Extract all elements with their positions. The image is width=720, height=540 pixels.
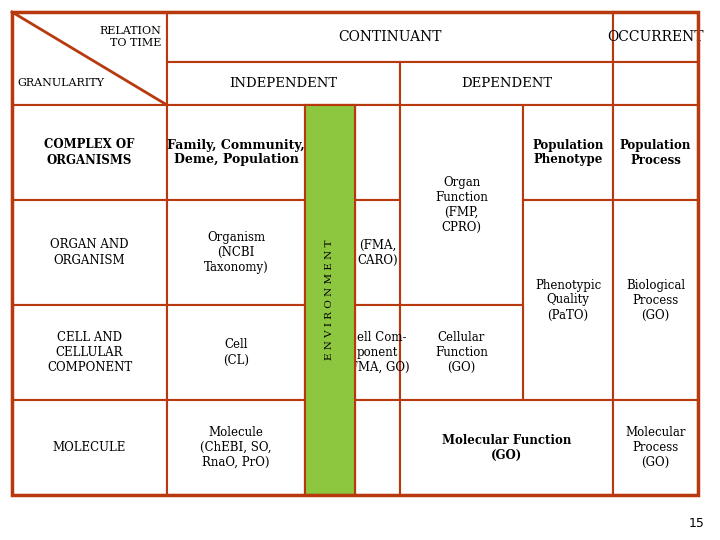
Bar	[12, 12, 698, 495]
Text: MOLECULE: MOLECULE	[53, 441, 126, 454]
Bar	[167, 62, 400, 105]
Text: Population
Phenotype: Population Phenotype	[532, 138, 603, 166]
Bar	[167, 400, 305, 495]
Bar	[400, 400, 613, 495]
Text: Organ
Function
(FMP,
CPRO): Organ Function (FMP, CPRO)	[435, 176, 488, 234]
Bar	[12, 400, 167, 495]
Bar	[613, 12, 698, 62]
Text: Organism
(NCBI
Taxonomy): Organism (NCBI Taxonomy)	[204, 231, 269, 274]
Bar	[613, 62, 698, 105]
Text: Molecular Function
(GO): Molecular Function (GO)	[442, 434, 571, 462]
Bar	[167, 200, 305, 305]
Text: RELATION
TO TIME: RELATION TO TIME	[99, 26, 161, 48]
Bar	[400, 62, 613, 105]
Text: COMPLEX OF
ORGANISMS: COMPLEX OF ORGANISMS	[45, 138, 135, 166]
Text: OCCURRENT: OCCURRENT	[607, 30, 703, 44]
Bar	[523, 200, 613, 400]
Text: ORGAN AND
ORGANISM: ORGAN AND ORGANISM	[50, 239, 129, 267]
Bar	[305, 105, 355, 495]
Bar	[12, 12, 167, 105]
Text: CONTINUANT: CONTINUANT	[338, 30, 442, 44]
Bar	[355, 200, 400, 305]
Text: Cell
(CL): Cell (CL)	[223, 339, 249, 367]
Text: (FMA,
CARO): (FMA, CARO)	[357, 239, 398, 267]
Bar	[305, 105, 355, 495]
Bar	[523, 105, 613, 200]
Bar	[613, 105, 698, 200]
Text: CELL AND
CELLULAR
COMPONENT: CELL AND CELLULAR COMPONENT	[47, 331, 132, 374]
Text: E N V I R O N M E N T: E N V I R O N M E N T	[325, 240, 335, 360]
Bar	[613, 200, 698, 400]
Text: INDEPENDENT: INDEPENDENT	[230, 77, 338, 90]
Text: GRANULARITY: GRANULARITY	[17, 78, 104, 87]
Bar	[12, 105, 167, 200]
Text: Population
Process: Population Process	[620, 138, 691, 166]
Bar	[355, 105, 400, 200]
Text: Cellular
Function
(GO): Cellular Function (GO)	[435, 331, 488, 374]
Bar	[613, 400, 698, 495]
Text: E N V I R O N M E N T: E N V I R O N M E N T	[325, 240, 335, 360]
Text: Cell Com-
ponent
(FMA, GO): Cell Com- ponent (FMA, GO)	[345, 331, 410, 374]
Text: DEPENDENT: DEPENDENT	[461, 77, 552, 90]
Bar	[355, 400, 400, 495]
Text: Molecular
Process
(GO): Molecular Process (GO)	[625, 426, 685, 469]
Bar	[12, 200, 167, 305]
Bar	[400, 105, 523, 305]
Text: Molecule
(ChEBI, SO,
RnaO, PrO): Molecule (ChEBI, SO, RnaO, PrO)	[200, 426, 271, 469]
Text: 15: 15	[689, 517, 705, 530]
Bar	[355, 305, 400, 400]
Bar	[167, 305, 305, 400]
Text: Phenotypic
Quality
(PaTO): Phenotypic Quality (PaTO)	[535, 279, 601, 321]
Text: Family, Community,
Deme, Population: Family, Community, Deme, Population	[167, 138, 305, 166]
Text: Biological
Process
(GO): Biological Process (GO)	[626, 279, 685, 321]
Bar	[400, 305, 523, 400]
Bar	[12, 305, 167, 400]
Bar	[167, 12, 613, 62]
Bar	[167, 105, 400, 200]
